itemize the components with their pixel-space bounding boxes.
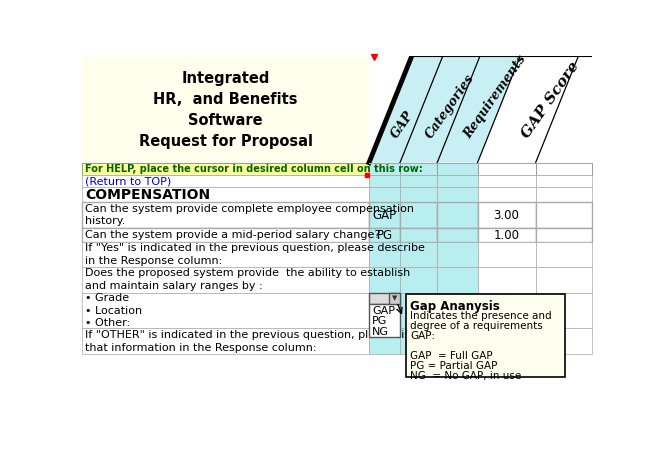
Bar — [536, 202, 592, 228]
Bar — [82, 163, 369, 175]
Bar — [400, 188, 437, 202]
Text: Categories: Categories — [423, 72, 477, 141]
Bar — [437, 242, 478, 266]
Bar — [82, 228, 369, 242]
Bar — [400, 328, 437, 354]
Bar — [82, 328, 369, 354]
Bar — [369, 266, 400, 293]
Text: Indicates the presence and: Indicates the presence and — [410, 311, 551, 321]
Text: 3.00: 3.00 — [494, 209, 520, 221]
Bar — [478, 188, 536, 202]
Bar — [82, 188, 369, 202]
Text: COMPENSATION: COMPENSATION — [86, 188, 211, 202]
Bar — [400, 228, 437, 242]
Text: ▼: ▼ — [392, 295, 397, 301]
Bar — [437, 266, 478, 293]
Text: degree of a requirements: degree of a requirements — [410, 321, 543, 331]
Bar — [536, 242, 592, 266]
Bar — [478, 228, 536, 242]
Text: Can the system provide a mid-period salary change?: Can the system provide a mid-period sala… — [86, 230, 380, 240]
Bar — [536, 188, 592, 202]
Bar — [478, 163, 536, 175]
Bar — [437, 188, 478, 202]
Bar — [369, 163, 400, 175]
Text: (Return to TOP): (Return to TOP) — [86, 176, 172, 186]
Bar — [406, 294, 565, 377]
Bar — [437, 175, 478, 188]
Text: PG: PG — [372, 316, 388, 326]
Bar — [400, 266, 437, 293]
Bar — [369, 328, 400, 354]
Polygon shape — [536, 56, 592, 163]
Bar — [400, 163, 437, 175]
Bar — [536, 266, 592, 293]
Text: GAP  = Full GAP: GAP = Full GAP — [410, 351, 493, 361]
Text: GAP Score: GAP Score — [519, 60, 582, 141]
Bar — [82, 202, 369, 228]
Text: 1.00: 1.00 — [494, 228, 520, 242]
Bar — [369, 188, 400, 202]
Text: Does the proposed system provide  the ability to establish
and maintain salary r: Does the proposed system provide the abi… — [86, 268, 411, 291]
Bar — [536, 328, 592, 354]
Bar — [536, 228, 592, 242]
Bar — [437, 163, 478, 175]
Bar — [437, 328, 478, 354]
Text: Integrated
HR,  and Benefits
Software
Request for Proposal: Integrated HR, and Benefits Software Req… — [139, 70, 313, 149]
Bar — [369, 202, 400, 228]
Bar — [82, 242, 369, 266]
Bar — [82, 175, 369, 188]
Text: If "OTHER" is indicated in the previous question, please list
that information i: If "OTHER" is indicated in the previous … — [86, 330, 415, 352]
Bar — [478, 293, 536, 328]
Bar — [369, 293, 400, 328]
Bar — [369, 304, 400, 337]
Text: If "Yes" is indicated in the previous question, please describe
in the Response : If "Yes" is indicated in the previous qu… — [86, 243, 425, 266]
Text: • Grade
• Location
• Other:: • Grade • Location • Other: — [86, 293, 143, 329]
Bar — [82, 293, 369, 328]
Text: Requirements: Requirements — [462, 53, 529, 141]
Bar — [478, 202, 536, 228]
Text: PG: PG — [376, 228, 393, 242]
Text: NG  = No GAP, in use: NG = No GAP, in use — [410, 371, 521, 381]
Bar — [478, 328, 536, 354]
Bar — [400, 242, 437, 266]
Bar — [369, 228, 400, 242]
Bar — [437, 293, 478, 328]
Bar — [400, 202, 437, 228]
Bar — [536, 163, 592, 175]
Bar — [400, 175, 437, 188]
Text: Can the system provide complete employee compensation
history.: Can the system provide complete employee… — [86, 204, 415, 227]
Bar — [536, 175, 592, 188]
Bar — [389, 293, 400, 304]
Bar — [82, 56, 369, 163]
Bar — [82, 266, 369, 293]
Bar — [437, 228, 478, 242]
Bar — [400, 293, 437, 328]
Text: GAP: GAP — [372, 306, 395, 315]
Text: For HELP, place the cursor in desired column cell on this row:: For HELP, place the cursor in desired co… — [86, 164, 423, 174]
Bar — [478, 242, 536, 266]
Text: NG: NG — [372, 327, 389, 337]
Bar — [437, 202, 478, 228]
Bar — [478, 175, 536, 188]
Text: PG = Partial GAP: PG = Partial GAP — [410, 361, 497, 371]
Bar — [369, 175, 400, 188]
Text: Gap Ananysis: Gap Ananysis — [410, 300, 500, 313]
Bar — [536, 293, 592, 328]
Polygon shape — [478, 56, 578, 163]
Bar — [369, 293, 400, 304]
Text: GAP: GAP — [372, 209, 397, 221]
Text: GAP: GAP — [389, 109, 417, 141]
Text: GAP:: GAP: — [410, 331, 435, 341]
Polygon shape — [369, 56, 520, 163]
Bar — [369, 242, 400, 266]
Bar — [478, 266, 536, 293]
